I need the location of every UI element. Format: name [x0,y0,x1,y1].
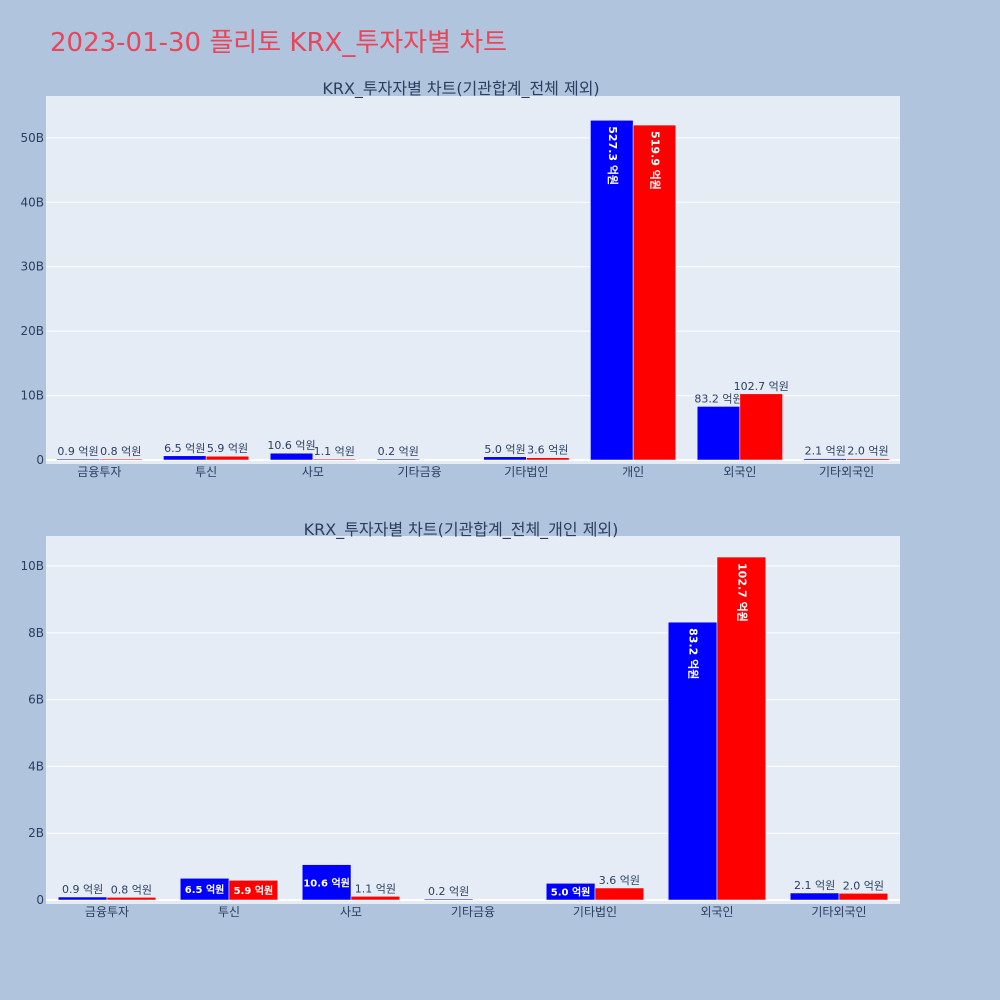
bar [696,406,741,461]
y-tick-label: 50B [20,131,44,145]
bar [312,458,356,461]
data-label: 0.9 억원 [57,445,98,458]
x-tick-label: 사모 [340,905,362,919]
bar [376,458,420,461]
bar [632,124,677,461]
x-tick-label: 기타외국인 [819,465,874,479]
x-tick-label: 기타금융 [451,905,495,919]
data-label: 6.5 억원 [164,442,205,455]
bar [594,887,645,901]
data-label: 2.1 억원 [794,879,835,892]
data-label: 10.6 억원 [303,876,350,889]
data-label: 102.7 억원 [735,563,749,622]
bar [99,458,143,461]
x-tick-label: 사모 [302,465,324,479]
y-tick-label: 10B [20,389,44,403]
chart-2: KRX_투자자별 차트(기관합계_전체_개인 제외) 0 2B 4B 6B 8B 10B 금융… [20,520,900,919]
y-tick-label: 2B [28,826,44,840]
page-title: 2023-01-30 플리토 KRX_투자자별 차트 [50,28,508,58]
bar [106,897,157,901]
bar [350,896,401,901]
bar [803,458,847,461]
y-tick-label: 8B [28,626,44,640]
bar [57,896,108,901]
data-label: 0.8 억원 [111,883,152,896]
y-tick-label: 0 [36,453,44,467]
x-tick-label: 기타법인 [504,465,548,479]
bar [846,458,890,461]
bar [205,455,250,461]
data-label: 2.1 억원 [805,445,846,458]
chart-title: KRX_투자자별 차트(기관합계_전체 제외) [322,79,599,99]
bar [56,458,100,461]
data-label: 3.6 억원 [527,444,568,457]
chart-1: KRX_투자자별 차트(기관합계_전체 제외) 0 10B 20B 30B 40B 50B 금… [20,79,900,479]
chart-title: KRX_투자자별 차트(기관합계_전체_개인 제외) [304,520,619,540]
bar [739,393,783,461]
data-label: 2.0 억원 [843,879,884,892]
y-tick-label: 20B [20,324,44,338]
data-label: 5.0 억원 [551,886,591,899]
y-tick-label: 30B [20,260,44,274]
data-label: 3.6 억원 [599,874,640,887]
x-tick-label: 기타금융 [398,465,442,479]
data-label: 5.9 억원 [207,442,248,455]
plot-area [46,536,900,904]
x-tick-label: 금융투자 [77,465,121,479]
y-tick-label: 10B [20,559,44,573]
x-tick-label: 기타외국인 [811,905,866,919]
data-label: 0.8 억원 [100,445,141,458]
y-tick-label: 40B [20,195,44,209]
data-label: 1.1 억원 [355,882,396,895]
data-label: 5.9 억원 [234,884,274,897]
y-tick-label: 0 [36,893,44,907]
bar [716,556,767,901]
data-label: 83.2 억원 [687,628,701,679]
data-label: 83.2 억원 [694,392,742,405]
y-tick-label: 6B [28,693,44,707]
data-label: 0.2 억원 [428,885,469,898]
x-tick-label: 투신 [195,465,217,479]
bar [667,621,718,901]
bar [301,864,352,901]
bar [163,455,207,461]
bar [228,880,279,901]
bar [590,120,634,461]
data-label: 2.0 억원 [847,445,888,458]
data-label: 102.7 억원 [734,380,789,393]
x-tick-label: 개인 [622,465,644,479]
data-label: 6.5 억원 [185,883,225,896]
data-label: 519.9 억원 [648,131,662,190]
data-label: 0.9 억원 [62,883,103,896]
x-tick-label: 금융투자 [85,905,129,919]
y-tick-label: 4B [28,759,44,773]
bar [838,893,889,901]
bar [269,452,314,461]
data-label: 5.0 억원 [484,443,525,456]
bar [423,898,474,901]
x-tick-label: 외국인 [700,905,733,919]
bar [526,457,570,461]
data-label: 10.6 억원 [267,439,315,452]
x-tick-label: 투신 [218,905,240,919]
data-label: 527.3 억원 [606,126,620,185]
x-tick-label: 외국인 [723,465,756,479]
x-tick-label: 기타법인 [573,905,617,919]
data-label: 1.1 억원 [314,445,355,458]
data-label: 0.2 억원 [378,445,419,458]
bar [483,456,527,461]
bar [789,892,840,901]
